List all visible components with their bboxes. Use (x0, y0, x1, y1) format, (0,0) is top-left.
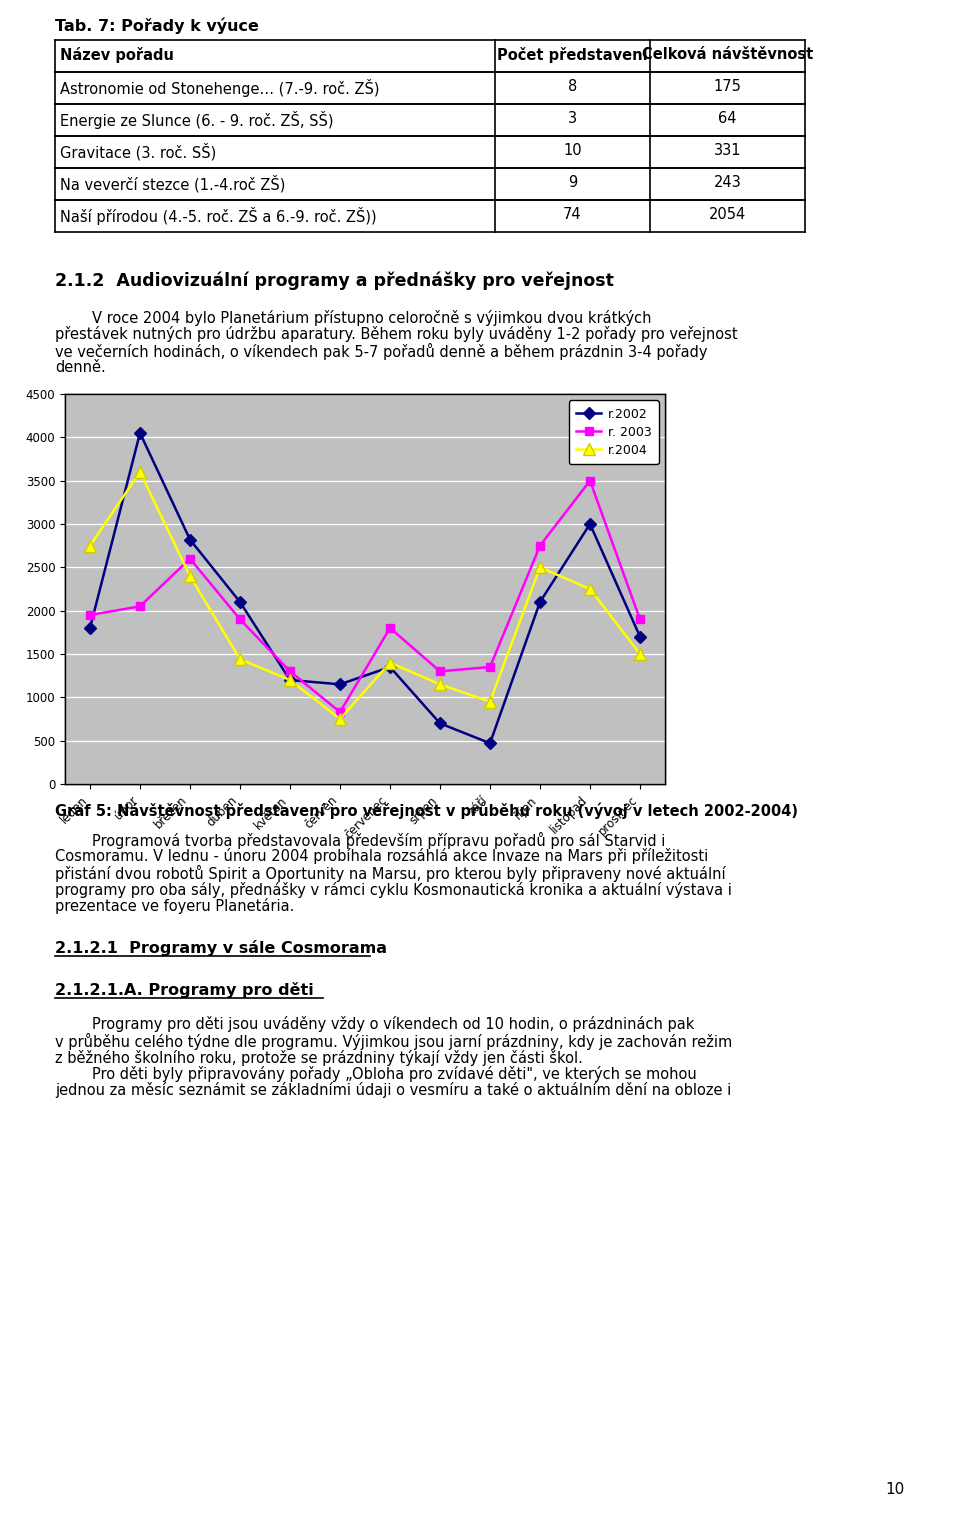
r. 2003 (635, 611, 646, 629)
Text: 175: 175 (713, 79, 741, 94)
r.2004 (484, 692, 495, 711)
Text: prezentace ve foyeru Planetária.: prezentace ve foyeru Planetária. (55, 898, 295, 914)
r.2004 (84, 536, 96, 554)
Text: přestávek nutných pro údržbu aparatury. Během roku byly uváděny 1-2 pořady pro v: přestávek nutných pro údržbu aparatury. … (55, 327, 737, 342)
Text: Počet představení: Počet představení (497, 47, 648, 64)
Text: Astronomie od Stonehenge… (7.-9. roč. ZŠ): Astronomie od Stonehenge… (7.-9. roč. ZŠ… (60, 79, 379, 97)
Text: Naší přírodou (4.-5. roč. ZŠ a 6.-9. roč. ZŠ)): Naší přírodou (4.-5. roč. ZŠ a 6.-9. roč… (60, 208, 376, 226)
Text: 2.1.2.1  Programy v sále Cosmorama: 2.1.2.1 Programy v sále Cosmorama (55, 939, 387, 956)
Text: 2054: 2054 (708, 208, 746, 223)
Text: Programová tvorba představovala především přípravu pořadů pro sál Starvid i: Programová tvorba představovala předevší… (55, 832, 665, 848)
r.2002 (585, 515, 596, 533)
Text: Na veverčí stezce (1.-4.roč ZŠ): Na veverčí stezce (1.-4.roč ZŠ) (60, 176, 285, 192)
Legend: r.2002, r. 2003, r.2004: r.2002, r. 2003, r.2004 (568, 400, 659, 464)
r. 2003 (134, 597, 146, 615)
Text: v průběhu celého týdne dle programu. Výjimkou jsou jarní prázdniny, kdy je zacho: v průběhu celého týdne dle programu. Výj… (55, 1033, 732, 1050)
Text: 64: 64 (718, 111, 736, 126)
r.2004 (434, 676, 445, 694)
r.2002 (384, 658, 396, 676)
Text: Graf 5: Návštěvnost představení pro veřejnost v průběhu roku (vývoj v letech 200: Graf 5: Návštěvnost představení pro veře… (55, 801, 798, 820)
Text: 2.1.2.1.A. Programy pro děti: 2.1.2.1.A. Programy pro děti (55, 982, 314, 997)
Text: Energie ze Slunce (6. - 9. roč. ZŠ, SŠ): Energie ze Slunce (6. - 9. roč. ZŠ, SŠ) (60, 111, 333, 129)
r.2002 (434, 714, 445, 732)
r.2002 (484, 735, 495, 753)
r.2004 (635, 645, 646, 664)
Text: ve večerních hodinách, o víkendech pak 5-7 pořadů denně a během prázdnin 3-4 poř: ve večerních hodinách, o víkendech pak 5… (55, 342, 708, 361)
r.2002 (84, 620, 96, 638)
r. 2003 (84, 606, 96, 624)
Text: programy pro oba sály, přednášky v rámci cyklu Kosmonautická kronika a aktuální : programy pro oba sály, přednášky v rámci… (55, 882, 732, 897)
r.2002 (234, 592, 246, 611)
r. 2003 (184, 550, 196, 568)
Text: 9: 9 (568, 176, 577, 189)
Text: 10: 10 (886, 1482, 905, 1497)
Line: r.2004: r.2004 (84, 467, 645, 724)
r. 2003 (334, 703, 346, 721)
r. 2003 (585, 471, 596, 489)
Text: 74: 74 (564, 208, 582, 223)
Text: 2.1.2  Audiovizuální programy a přednášky pro veřejnost: 2.1.2 Audiovizuální programy a přednášky… (55, 273, 613, 291)
Text: Pro děti byly připravovány pořady „Obloha pro zvídavé děti", ve kterých se mohou: Pro děti byly připravovány pořady „Obloh… (55, 1067, 697, 1082)
Line: r. 2003: r. 2003 (85, 477, 644, 717)
FancyBboxPatch shape (65, 394, 665, 783)
Text: 331: 331 (713, 142, 741, 158)
Text: Celková návštěvnost: Celková návštěvnost (642, 47, 813, 62)
Text: denně.: denně. (55, 359, 106, 374)
r. 2003 (234, 611, 246, 629)
Text: 8: 8 (568, 79, 577, 94)
r.2004 (184, 567, 196, 585)
r.2002 (284, 671, 296, 689)
r.2004 (234, 650, 246, 668)
r.2004 (384, 653, 396, 671)
r.2002 (534, 592, 545, 611)
r.2002 (334, 676, 346, 694)
r. 2003 (384, 620, 396, 638)
r.2004 (284, 671, 296, 689)
Text: Gravitace (3. roč. SŠ): Gravitace (3. roč. SŠ) (60, 142, 216, 161)
r.2004 (585, 580, 596, 598)
Text: Cosmoramu. V lednu - únoru 2004 probíhala rozsáhlá akce Invaze na Mars při příle: Cosmoramu. V lednu - únoru 2004 probíhal… (55, 848, 708, 865)
r.2002 (134, 424, 146, 442)
r.2002 (184, 530, 196, 548)
r.2004 (534, 558, 545, 576)
r. 2003 (284, 662, 296, 680)
Text: 3: 3 (568, 111, 577, 126)
Text: 243: 243 (713, 176, 741, 189)
Text: z běžného školního roku, protože se prázdniny týkají vždy jen části škol.: z běžného školního roku, protože se práz… (55, 1050, 583, 1065)
Text: V roce 2004 bylo Planetárium přístupno celoročně s výjimkou dvou krátkých: V roce 2004 bylo Planetárium přístupno c… (55, 311, 652, 326)
r. 2003 (534, 536, 545, 554)
Text: jednou za měsíc seznámit se základními údaji o vesmíru a také o aktuálním dění n: jednou za měsíc seznámit se základními ú… (55, 1083, 732, 1098)
Text: přistání dvou robotů Spirit a Oportunity na Marsu, pro kterou byly připraveny no: přistání dvou robotů Spirit a Oportunity… (55, 865, 726, 882)
r.2002 (635, 627, 646, 645)
Line: r.2002: r.2002 (85, 429, 644, 747)
Text: Název pořadu: Název pořadu (60, 47, 174, 64)
Text: 10: 10 (564, 142, 582, 158)
Text: Programy pro děti jsou uváděny vždy o víkendech od 10 hodin, o prázdninách pak: Programy pro děti jsou uváděny vždy o ví… (55, 1017, 694, 1033)
r. 2003 (484, 658, 495, 676)
r.2004 (334, 711, 346, 729)
Text: Tab. 7: Pořady k výuce: Tab. 7: Pořady k výuce (55, 18, 259, 35)
r.2004 (134, 464, 146, 482)
r. 2003 (434, 662, 445, 680)
